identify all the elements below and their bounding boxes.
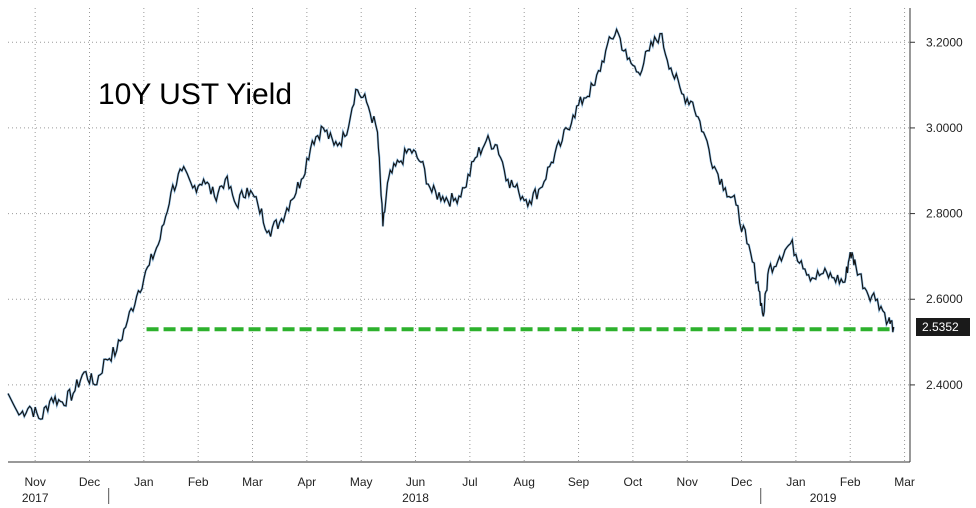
x-tick-label: Feb: [188, 475, 209, 489]
y-tick-label: 3.0000: [926, 121, 963, 135]
last-value-badge: 2.5352: [916, 317, 970, 336]
last-value-badge-text: 2.5352: [922, 320, 959, 334]
series-line-path: [7, 27, 895, 420]
x-year-label: 2018: [402, 491, 429, 505]
y-tick-labels: 3.2000 3.0000 2.8000 2.6000 2.4000: [926, 35, 963, 392]
x-tick-label: Oct: [624, 475, 643, 489]
x-tick-label: Jan: [134, 475, 153, 489]
x-tick-label: Sep: [568, 475, 590, 489]
y-tick-label: 2.4000: [926, 378, 963, 392]
x-tick-label: Aug: [514, 475, 535, 489]
y-tick-label: 3.2000: [926, 35, 963, 49]
x-tick-label: Jun: [406, 475, 425, 489]
x-tick-label: Dec: [79, 475, 100, 489]
x-tick-label: Mar: [242, 475, 263, 489]
x-tick-labels: Nov Dec Jan Feb Mar Apr May Jun Jul Aug Sep Oct Nov D…: [22, 475, 915, 505]
series-line: [7, 26, 895, 421]
x-tick-label: Apr: [298, 475, 317, 489]
x-tick-label: Mar: [894, 475, 915, 489]
x-tick-label: Nov: [24, 475, 45, 489]
x-tick-label: Feb: [840, 475, 861, 489]
grid-lines: [8, 8, 910, 462]
x-tick-label: Jan: [786, 475, 805, 489]
x-year-label: 2019: [810, 491, 837, 505]
chart-title: 10Y UST Yield: [98, 78, 292, 111]
x-tick-label: Dec: [731, 475, 752, 489]
last-value-badge-box: [916, 317, 970, 336]
x-tick-label: Jul: [462, 475, 477, 489]
x-tick-label: May: [350, 475, 373, 489]
y-tick-label: 2.8000: [926, 207, 963, 221]
x-year-label: 2017: [22, 491, 49, 505]
x-tick-label: Nov: [677, 475, 698, 489]
y-tick-label: 2.6000: [926, 292, 963, 306]
axes: [8, 8, 915, 504]
